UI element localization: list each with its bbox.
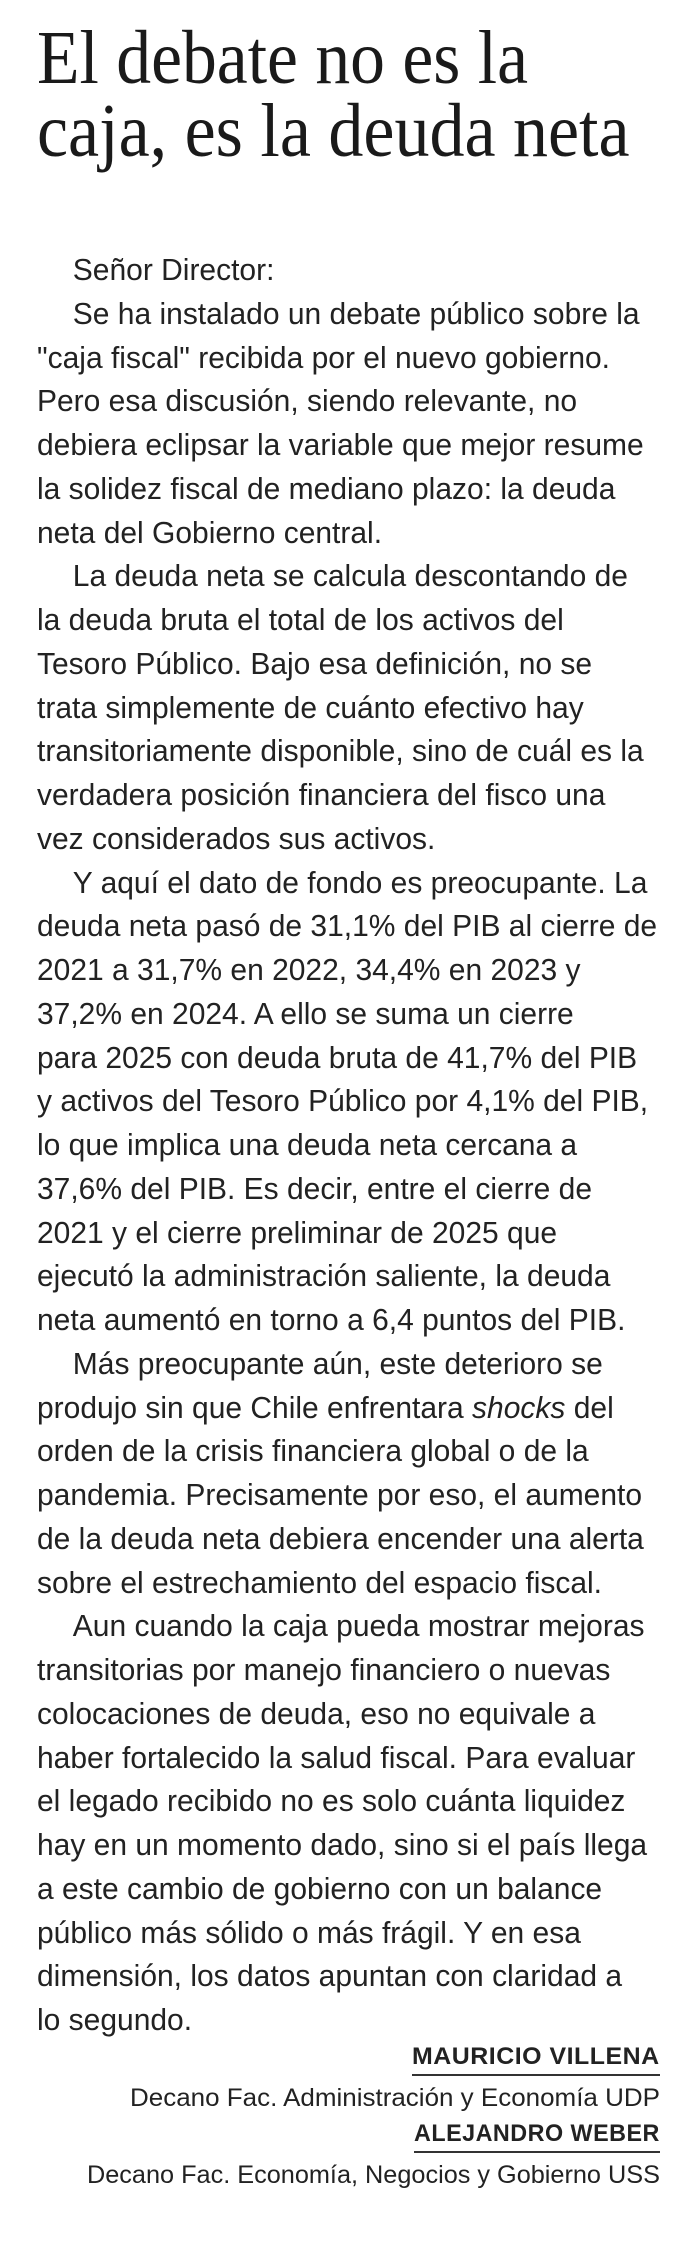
author-name: MAURICIO VILLENA	[412, 2043, 660, 2070]
paragraph-line: dimensión, los datos apuntan con clarida…	[37, 1958, 623, 1994]
paragraph-line: trata simplemente de cuánto efectivo hay	[37, 689, 584, 725]
paragraph-line: Más preocupante aún, este deterioro se	[72, 1345, 603, 1381]
emphasis: shocks	[472, 1389, 566, 1425]
paragraph-line: hay en un momento dado, sino si el país …	[37, 1827, 648, 1862]
divider	[414, 2151, 660, 2153]
paragraph-line: Aun cuando la caja pueda mostrar mejoras	[72, 1608, 645, 1644]
paragraph-line: Pero esa discusión, siendo relevante, no	[37, 383, 578, 419]
paragraph-line: debiera eclipsar la variable que mejor r…	[37, 427, 644, 462]
paragraph-line: lo segundo.	[37, 2002, 193, 2037]
author-role: Decano Fac. Administración y Economía UD…	[130, 2084, 660, 2112]
paragraph-line: a este cambio de gobierno con un balance	[37, 1870, 603, 1906]
paragraph-line: transitoriamente disponible, sino de cuá…	[37, 733, 644, 769]
paragraph-line: sobre el estrechamiento del espacio fisc…	[37, 1564, 603, 1600]
paragraph-line: produjo sin que Chile enfrentara shocks …	[37, 1389, 614, 1425]
paragraph-line: Y aquí el dato de fondo es preocupante. …	[72, 864, 648, 900]
paragraph-line: 37,6% del PIB. Es decir, entre el cierre…	[37, 1170, 593, 1206]
paragraph-line: el legado recibido no es solo cuánta liq…	[37, 1783, 626, 1819]
signature-block: ALEJANDRO WEBER Decano Fac. Economía, Ne…	[60, 2120, 660, 2192]
paragraph-line: "caja fiscal" recibida por el nuevo gobi…	[37, 339, 610, 375]
paragraph-line: para 2025 con deuda bruta de 41,7% del P…	[37, 1039, 638, 1075]
paragraph-line: colocaciones de deuda, eso no equivale a	[37, 1695, 596, 1731]
paragraph-line: vez considerados sus activos.	[37, 820, 436, 856]
paragraph-line: orden de la crisis financiera global o d…	[37, 1433, 589, 1469]
paragraph-line: Se ha instalado un debate público sobre …	[72, 295, 640, 331]
paragraph-line: la solidez fiscal de mediano plazo: la d…	[37, 470, 616, 506]
paragraph-line: y activos del Tesoro Público por 4,1% de…	[37, 1083, 649, 1119]
paragraph-line: público más sólido o más frágil. Y en es…	[37, 1914, 581, 1950]
paragraph-line: 2021 a 31,7% en 2022, 34,4% en 2023 y	[37, 952, 581, 987]
headline: El debate no es la caja, es la deuda net…	[37, 16, 676, 173]
signature-block: MAURICIO VILLENA Decano Fac. Administrac…	[60, 2043, 660, 2115]
paragraph-line: La deuda neta se calcula descontando de	[72, 558, 628, 594]
paragraph-line: neta del Gobierno central.	[37, 514, 383, 550]
author-role: Decano Fac. Economía, Negocios y Gobiern…	[87, 2161, 660, 2189]
paragraph-line: Tesoro Público. Bajo esa definición, no …	[37, 645, 593, 681]
divider	[412, 2074, 660, 2076]
paragraph-line: ejecutó la administración saliente, la d…	[37, 1258, 611, 1294]
author-name: ALEJANDRO WEBER	[414, 2120, 660, 2147]
paragraph-line: 37,2% en 2024. A ello se suma un cierre	[37, 995, 574, 1031]
headline-line: caja, es la deuda neta	[37, 89, 630, 173]
paragraph-line: neta aumentó en torno a 6,4 puntos del P…	[37, 1302, 626, 1337]
paragraph-line: verdadera posición financiera del fisco …	[37, 777, 606, 812]
paragraph-line: deuda neta pasó de 31,1% del PIB al cier…	[37, 908, 658, 944]
paragraph-line: de la deuda neta debiera encender una al…	[37, 1520, 644, 1556]
paragraph-line: 2021 y el cierre preliminar de 2025 que	[37, 1214, 558, 1250]
paragraph-line: pandemia. Precisamente por eso, el aumen…	[37, 1477, 643, 1512]
signatures: MAURICIO VILLENA Decano Fac. Administrac…	[60, 2043, 660, 2197]
letter-body: Señor Director: Se ha instalado un debat…	[37, 248, 657, 2042]
paragraph-line: haber fortalecido la salud fiscal. Para …	[37, 1739, 636, 1775]
paragraph-line: transitorias por manejo financiero o nue…	[37, 1652, 611, 1687]
paragraph-line: la deuda bruta el total de los activos d…	[37, 602, 564, 637]
salutation: Señor Director:	[72, 252, 275, 287]
headline-line: El debate no es la	[37, 16, 529, 100]
paragraph-line: lo que implica una deuda neta cercana a	[37, 1127, 578, 1162]
